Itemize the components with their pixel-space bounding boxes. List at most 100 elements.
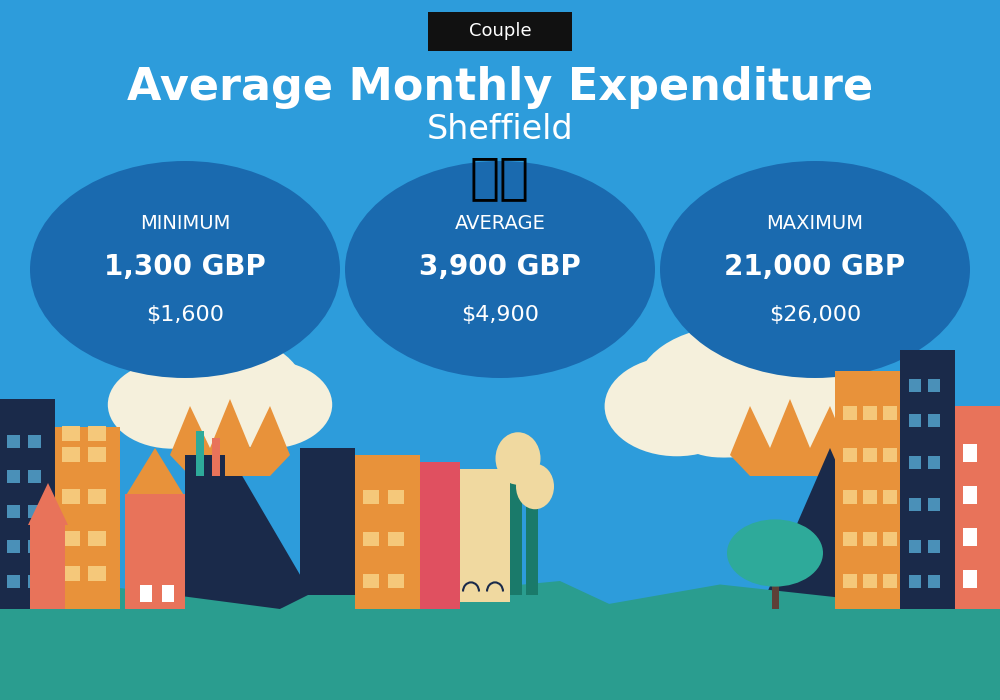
Bar [883,490,897,504]
Circle shape [30,161,340,378]
Bar [900,350,955,609]
Polygon shape [760,448,900,609]
Text: 1,300 GBP: 1,300 GBP [104,253,266,281]
Ellipse shape [605,356,749,456]
Bar [928,498,940,511]
Bar [28,540,41,553]
Polygon shape [170,399,290,476]
Bar [928,540,940,553]
Polygon shape [280,574,620,609]
Bar [7,505,20,518]
Bar [388,490,404,504]
Bar [196,430,204,476]
Text: MAXIMUM: MAXIMUM [767,214,864,233]
Bar [62,426,80,441]
Bar [125,494,185,609]
Bar [843,490,857,504]
Bar [28,435,41,448]
Bar [420,462,460,609]
Bar [355,455,420,609]
Bar [835,371,900,609]
Bar [88,531,106,546]
Bar [928,575,940,588]
Bar [863,406,877,420]
Bar [928,456,940,469]
Bar [843,532,857,546]
Bar [88,566,106,581]
Bar [843,448,857,462]
Bar [28,505,41,518]
Polygon shape [0,581,1000,700]
Text: AVERAGE: AVERAGE [455,214,545,233]
Bar [388,532,404,546]
Bar [772,546,779,609]
Text: $1,600: $1,600 [146,305,224,325]
Bar [162,584,174,602]
Bar [883,406,897,420]
Text: Sheffield: Sheffield [427,113,573,146]
Bar [88,426,106,441]
Bar [88,447,106,462]
Bar [363,574,379,588]
Text: Average Monthly Expenditure: Average Monthly Expenditure [127,66,873,109]
Bar [883,448,897,462]
Polygon shape [140,455,320,609]
Bar [363,490,379,504]
Bar [7,470,20,483]
Bar [0,609,1000,700]
Bar [909,575,921,588]
Text: 3,900 GBP: 3,900 GBP [419,253,581,281]
Bar [928,414,940,427]
FancyBboxPatch shape [428,12,572,51]
Bar [62,447,80,462]
Ellipse shape [160,377,262,450]
Text: MINIMUM: MINIMUM [140,214,230,233]
Ellipse shape [711,356,855,456]
Text: 21,000 GBP: 21,000 GBP [724,253,906,281]
Bar [7,575,20,588]
Bar [526,497,538,595]
Bar [55,427,120,609]
Ellipse shape [664,374,778,458]
Text: $4,900: $4,900 [461,305,539,325]
Bar [212,438,220,476]
Bar [62,566,80,581]
Bar [363,532,379,546]
Bar [300,448,355,595]
Ellipse shape [496,432,540,485]
Ellipse shape [108,360,237,449]
Bar [30,525,65,609]
Circle shape [660,161,970,378]
Circle shape [727,519,823,587]
Bar [7,540,20,553]
Bar [863,532,877,546]
Text: $26,000: $26,000 [769,305,861,325]
Bar [62,531,80,546]
Bar [28,470,41,483]
Bar [185,455,225,595]
Bar [62,489,80,504]
Bar [863,574,877,588]
Bar [140,584,152,602]
Ellipse shape [135,335,305,450]
Circle shape [345,161,655,378]
Polygon shape [125,448,185,497]
Bar [863,448,877,462]
Bar [963,486,977,504]
Bar [963,528,977,546]
Bar [863,490,877,504]
Bar [955,406,1000,609]
Bar [963,570,977,588]
Text: Couple: Couple [469,22,531,41]
Bar [909,498,921,511]
Ellipse shape [635,326,825,458]
Bar [883,532,897,546]
Bar [843,406,857,420]
Bar [909,379,921,392]
Bar [0,399,55,609]
Ellipse shape [203,360,332,449]
Bar [7,435,20,448]
Bar [388,574,404,588]
Bar [843,574,857,588]
Bar [963,444,977,462]
